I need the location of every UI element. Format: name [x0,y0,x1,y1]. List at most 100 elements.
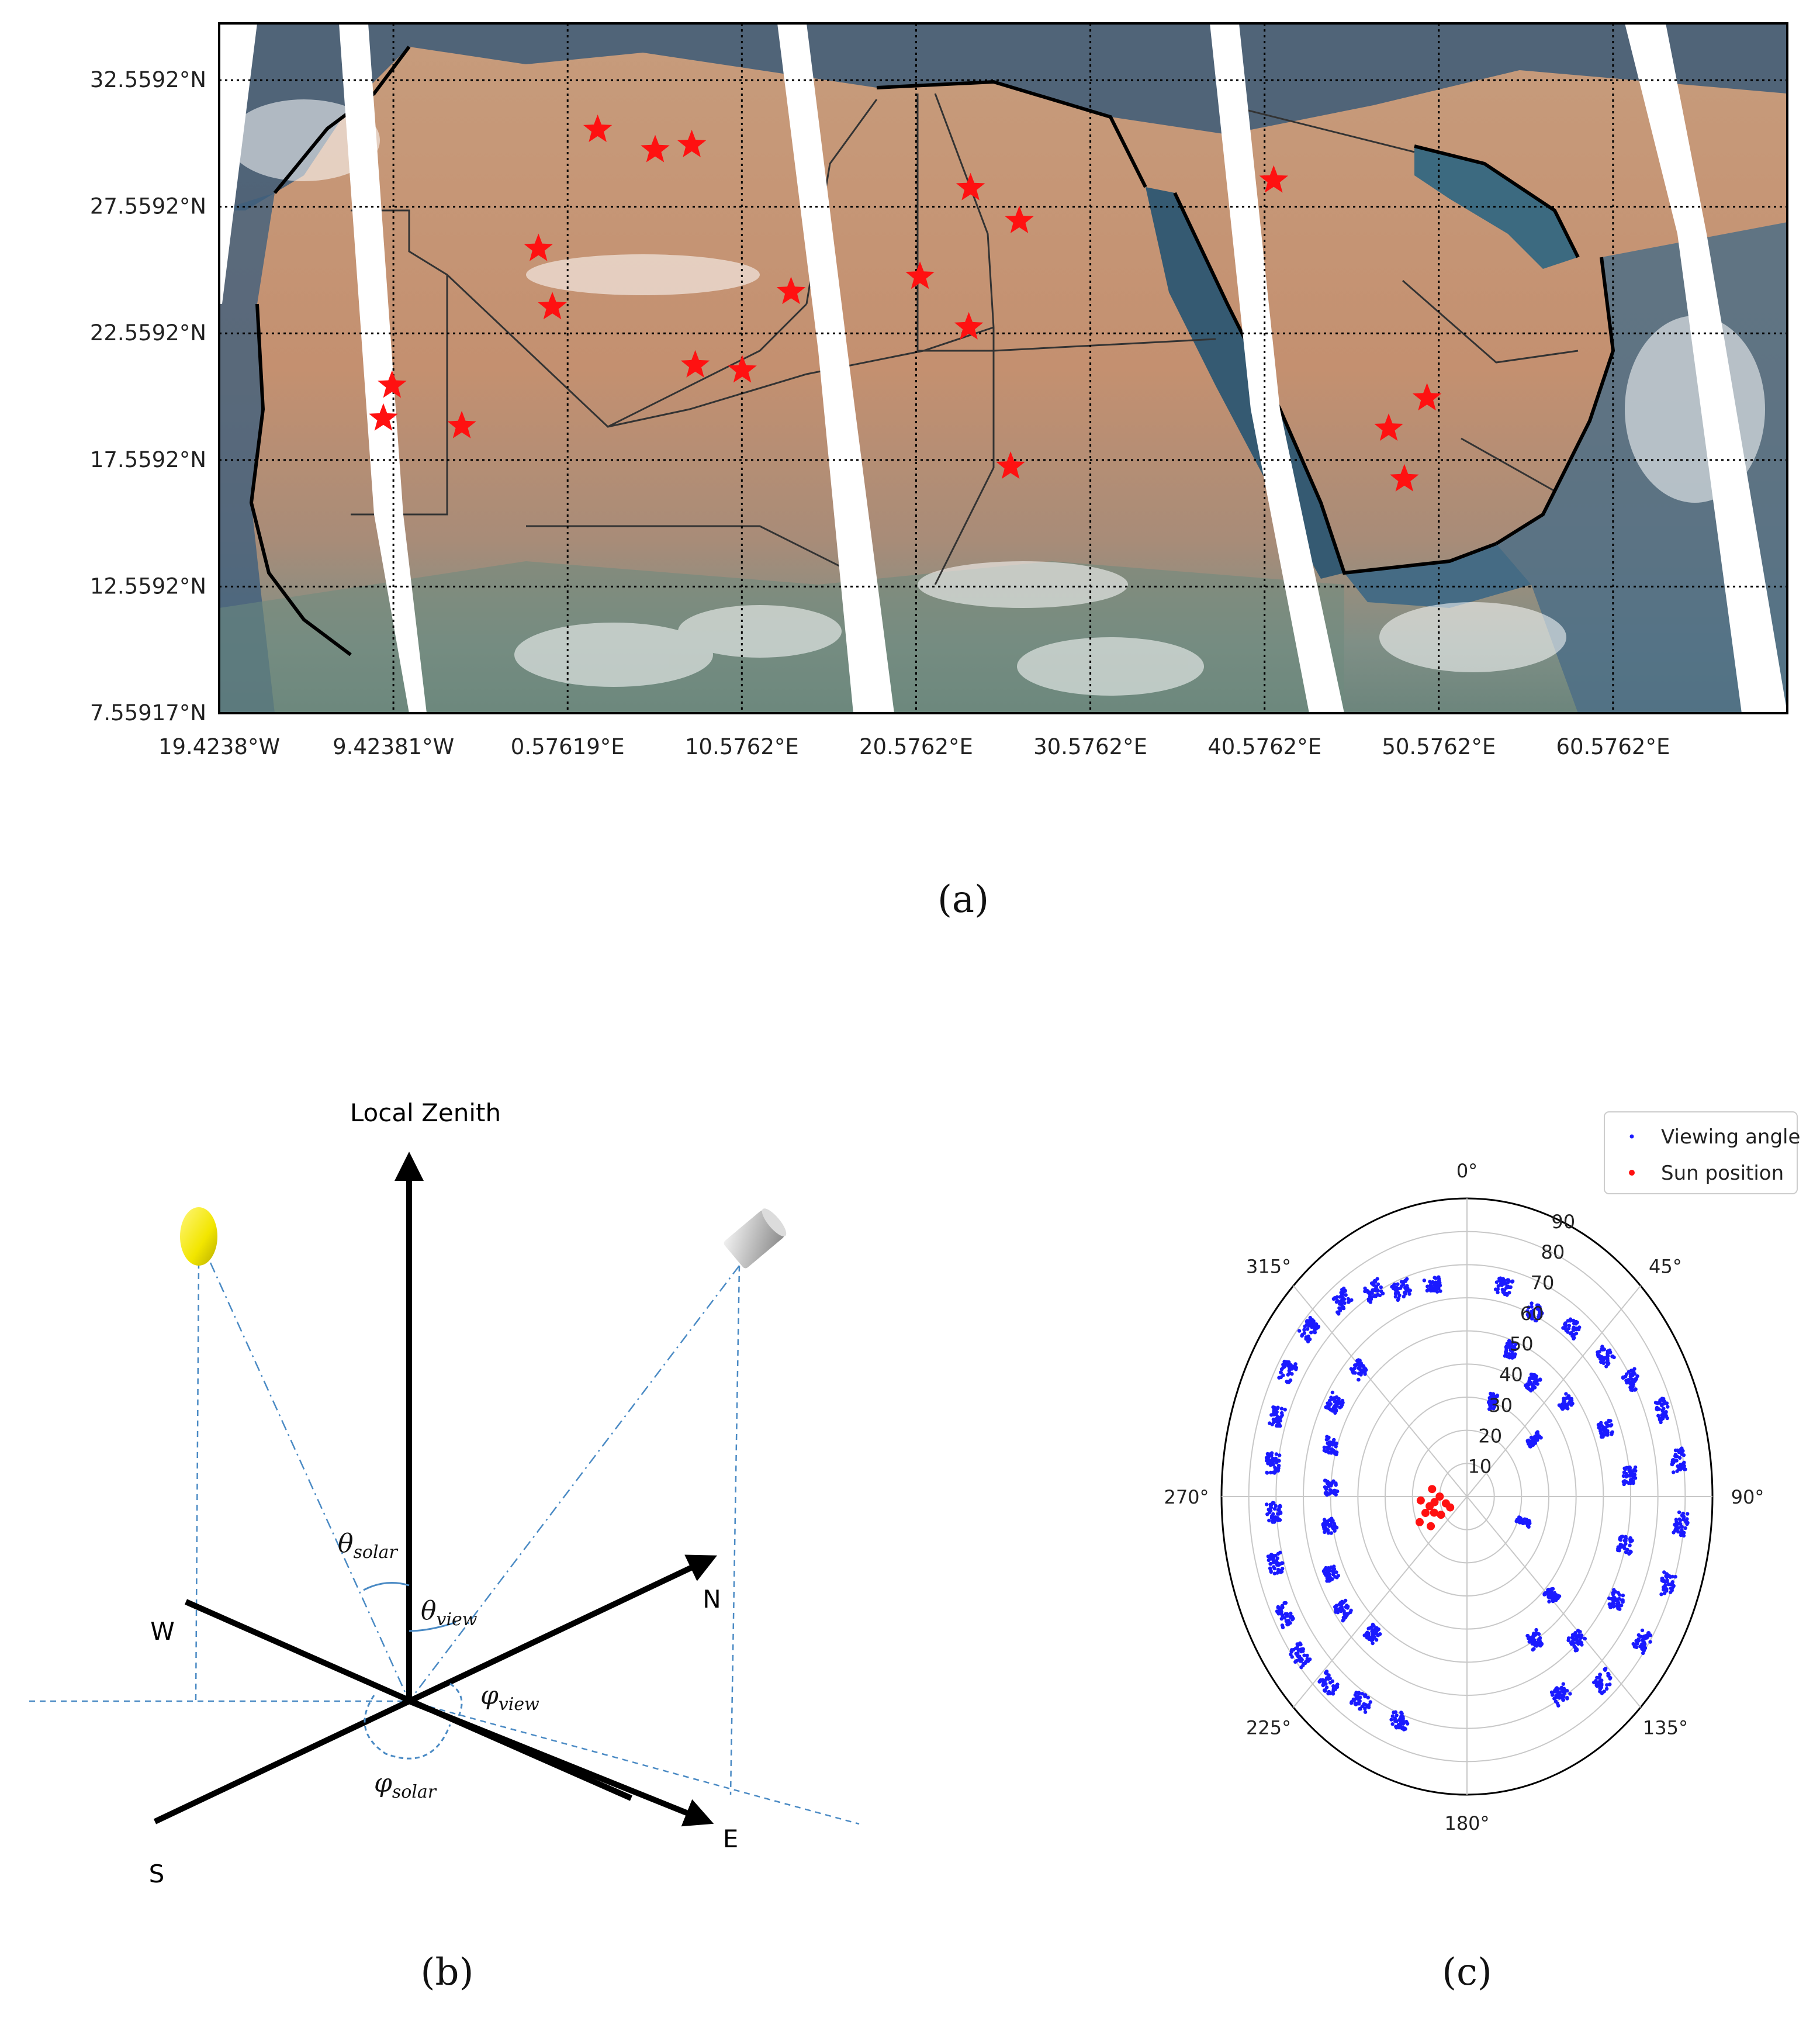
viewing-angle-point [1269,1570,1273,1574]
viewing-angle-point [1527,1305,1531,1309]
viewing-angle-point [1493,1287,1498,1291]
site-star [996,451,1025,479]
viewing-angle-point [1302,1328,1306,1332]
viewing-angle-point [1279,1370,1283,1374]
viewing-angle-point [1503,1354,1507,1358]
viewing-angle-point [1344,1293,1348,1297]
viewing-angle-point [1518,1516,1523,1521]
viewing-angle-point [1344,1612,1348,1616]
viewing-angle-point [1358,1707,1362,1711]
viewing-angle-point [1628,1536,1632,1540]
viewing-angle-point [1357,1377,1361,1382]
viewing-angle-point [1321,1522,1325,1526]
viewing-angle-point [1619,1545,1623,1549]
theta-view-arc [409,1621,456,1632]
viewing-angle-point [1569,1641,1573,1645]
map-x-tick: 0.57619°E [511,734,625,759]
viewing-angle-point [1331,1519,1335,1523]
viewing-angle-point [1537,1637,1541,1642]
viewing-angle-point [1328,1408,1333,1412]
viewing-angle-point [1335,1489,1340,1494]
viewing-angle-point [1305,1657,1309,1661]
map-y-tick: 12.5592°N [90,573,206,599]
viewing-angle-point [1392,1711,1396,1715]
viewing-angle-point [1297,1657,1302,1661]
map-frame [218,22,1788,714]
viewing-angle-point [1528,1445,1532,1449]
viewing-angle-point [1527,1439,1531,1443]
viewing-angle-point [1668,1590,1673,1594]
caption-c: (c) [1442,1951,1492,1994]
sun-position-point [1416,1518,1424,1526]
viewing-angle-point [1674,1459,1679,1463]
viewing-angle-cluster [1659,1570,1677,1597]
viewing-angle-point [1616,1606,1620,1611]
east-axis [408,1698,714,1827]
map-x-tick: 19.4238°W [158,734,280,759]
viewing-angle-point [1362,1365,1366,1369]
viewing-angle-point [1333,1296,1337,1300]
viewing-angle-point [1631,1379,1635,1383]
phi-view-label: φview [480,1681,539,1715]
viewing-angle-point [1634,1387,1638,1391]
viewing-angle-cluster [1596,1418,1614,1439]
viewing-angle-point [1322,1445,1327,1450]
viewing-angle-point [1313,1327,1317,1332]
viewing-angle-point [1572,1641,1576,1645]
viewing-angle-point [1276,1605,1281,1609]
viewing-angle-point [1366,1695,1370,1700]
viewing-angle-point [1631,1382,1635,1387]
viewing-angle-point [1677,1450,1681,1454]
viewing-angle-point [1666,1405,1670,1409]
viewing-angle-point [1600,1683,1604,1687]
viewing-angle-point [1655,1407,1659,1411]
viewing-angle-point [1342,1289,1346,1293]
viewing-angle-cluster [1621,1367,1639,1392]
viewing-angle-point [1276,1464,1281,1468]
viewing-angle-cluster [1266,1550,1285,1575]
sun-position-point [1446,1503,1455,1512]
viewing-angle-point [1393,1295,1398,1299]
viewing-angle-point [1487,1402,1492,1407]
viewing-angle-point [1552,1591,1556,1595]
viewing-angle-point [1326,1401,1330,1405]
viewing-angle-point [1642,1649,1646,1653]
viewing-angle-cluster [1503,1339,1518,1360]
viewing-angle-point [1333,1687,1337,1691]
viewing-angle-point [1281,1567,1285,1571]
viewing-angle-point [1282,1616,1287,1620]
viewing-angle-point [1325,1579,1329,1583]
viewing-angle-cluster [1596,1345,1616,1369]
viewing-angle-point [1364,1702,1368,1707]
viewing-angle-point [1274,1452,1279,1456]
viewing-angle-point [1504,1348,1508,1352]
viewing-angle-point [1274,1504,1278,1508]
viewing-angle-point [1569,1400,1573,1405]
viewing-angle-point [1278,1453,1282,1457]
west-label: W [150,1617,175,1646]
viewing-angle-point [1564,1392,1568,1396]
polar-angle-tick: 225° [1246,1717,1291,1739]
viewing-angle-point [1425,1288,1430,1293]
site-markers [369,114,1442,492]
theta-view-label: θview [421,1596,478,1630]
viewing-angle-point [1289,1363,1293,1367]
viewing-angle-point [1431,1280,1435,1284]
viewing-angle-point [1560,1693,1564,1697]
viewing-angle-cluster [1670,1446,1687,1474]
viewing-angle-point [1633,1476,1638,1480]
viewing-angle-point [1358,1359,1362,1363]
viewing-angle-point [1499,1283,1503,1287]
sun-position-point [1435,1492,1444,1501]
viewing-angle-point [1497,1276,1501,1281]
viewing-angle-point [1370,1291,1374,1295]
viewing-angle-point [1603,1668,1607,1672]
polar-spoke [1466,1285,1641,1497]
polar-angle-tick: 0° [1456,1160,1478,1182]
viewing-angle-point [1395,1713,1399,1718]
viewing-angle-point [1297,1329,1302,1333]
viewing-angle-point [1569,1318,1573,1322]
viewing-angle-point [1363,1693,1367,1697]
viewing-angle-point [1314,1322,1319,1326]
viewing-angle-point [1366,1703,1371,1707]
